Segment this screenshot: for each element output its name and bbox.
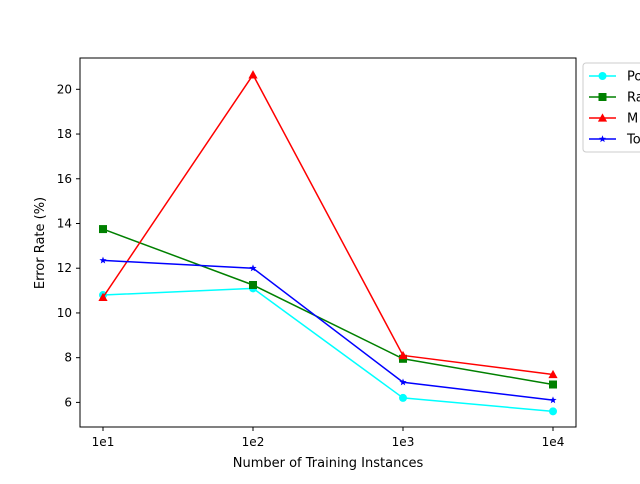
series-line — [102, 287, 554, 413]
x-tick-label: 1e3 — [392, 435, 415, 449]
x-tick-label: 1e2 — [242, 435, 265, 449]
axes-group: 1e1 1e2 1e3 1e4 6 8 10 12 14 16 18 20 — [57, 57, 577, 449]
legend-label: To — [626, 133, 640, 148]
series-group — [98, 70, 558, 416]
y-tick-label: 10 — [57, 306, 72, 320]
series-line — [102, 228, 554, 386]
x-tick-label: 1e4 — [542, 435, 565, 449]
legend-marker — [597, 113, 608, 122]
legend-label: M — [627, 112, 638, 127]
y-tick-label: 12 — [57, 261, 72, 275]
legend: Po Ra M To — [582, 62, 640, 153]
y-tick-label: 8 — [64, 351, 72, 365]
data-point — [98, 292, 108, 301]
data-point — [549, 407, 557, 416]
legend-marker — [598, 72, 607, 80]
data-point — [248, 70, 258, 79]
data-point — [398, 350, 408, 360]
legend-label: Po — [627, 70, 640, 85]
series-line — [102, 74, 554, 376]
data-point — [249, 264, 257, 272]
data-point — [399, 393, 407, 402]
data-point — [99, 256, 107, 264]
legend-marker — [598, 135, 607, 143]
data-point — [549, 396, 557, 404]
y-tick-label: 6 — [64, 395, 72, 409]
legend-marker — [598, 93, 607, 101]
y-tick-label: 14 — [57, 216, 72, 230]
y-axis-label: Error Rate (%) — [33, 197, 48, 289]
x-tick-label: 1e1 — [92, 435, 115, 449]
data-point — [549, 380, 557, 389]
plot-frame — [79, 57, 577, 428]
legend-box — [582, 62, 640, 153]
y-tick-label: 20 — [57, 82, 72, 96]
data-point — [548, 369, 558, 379]
data-point — [249, 280, 257, 289]
y-tick-label: 18 — [57, 127, 72, 141]
y-tick-label: 16 — [57, 172, 72, 186]
x-axis-label: Number of Training Instances — [233, 456, 424, 471]
legend-label: Ra — [627, 91, 640, 106]
data-point — [399, 378, 407, 386]
data-point — [99, 225, 107, 234]
series-line — [102, 259, 554, 401]
